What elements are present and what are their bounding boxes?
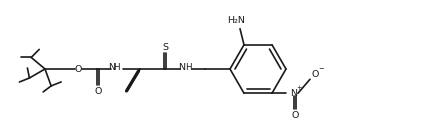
- Text: H: H: [113, 63, 119, 71]
- Text: O: O: [311, 70, 319, 79]
- Text: H: H: [185, 63, 191, 72]
- Text: N: N: [178, 63, 185, 72]
- Text: S: S: [162, 43, 168, 51]
- Text: H₂N: H₂N: [227, 16, 245, 25]
- Text: O: O: [74, 64, 82, 74]
- Text: −: −: [318, 66, 324, 72]
- Text: N: N: [290, 89, 298, 98]
- Text: O: O: [291, 111, 299, 120]
- Text: +: +: [296, 85, 302, 91]
- Text: N: N: [108, 63, 115, 71]
- Text: O: O: [94, 87, 102, 95]
